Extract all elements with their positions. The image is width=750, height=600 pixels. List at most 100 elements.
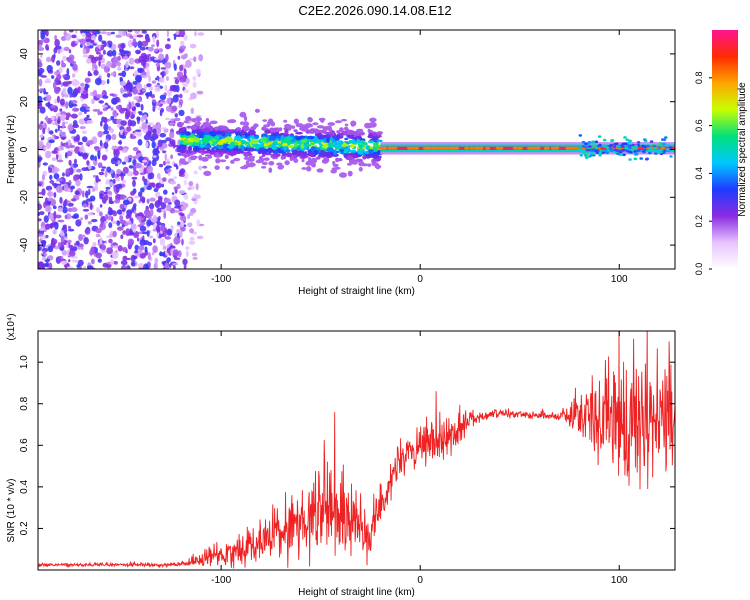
heatmap-noise-cell — [164, 61, 172, 69]
heatmap-noise-cell — [157, 139, 163, 148]
heatmap-noise-cell — [59, 196, 63, 204]
heatmap-signal-cell — [332, 160, 336, 165]
heatmap-signal-cell — [204, 122, 209, 129]
heatmap-signal-cell — [341, 118, 347, 122]
heatmap-signal-cell — [209, 120, 218, 125]
heatmap-signal-cell — [178, 127, 185, 132]
heatmap-signal-cell — [344, 123, 349, 127]
heatmap-signal-cell — [196, 132, 202, 136]
heatmap-band-spread — [612, 145, 617, 149]
heatmap-band-peak — [485, 146, 491, 150]
heatmap-band-spread — [665, 148, 670, 151]
heatmap-noise-cell — [90, 40, 95, 44]
heatmap-noise-cell — [189, 236, 195, 241]
heatmap-noise-cell — [123, 55, 129, 60]
heatmap-signal-cell — [286, 125, 294, 129]
heatmap-noise-cell — [188, 181, 194, 187]
heatmap-signal-cell — [371, 153, 380, 159]
heatmap-signal-cell — [298, 123, 304, 128]
heatmap-noise-cell — [50, 115, 56, 121]
heatmap-noise-cell — [38, 101, 43, 110]
heatmap-noise-cell — [38, 156, 42, 163]
heatmap-noise-cell — [133, 210, 137, 215]
heatmap-noise-cell — [180, 221, 185, 228]
heatmap-noise-cell — [76, 37, 80, 41]
heatmap-noise-cell — [145, 211, 151, 218]
heatmap-noise-cell — [148, 130, 152, 138]
heatmap-noise-cell — [59, 98, 65, 106]
heatmap-noise-cell — [119, 219, 127, 225]
heatmap-noise-cell — [110, 128, 114, 134]
heatmap-noise-cell — [38, 78, 43, 87]
heatmap-noise-cell — [64, 236, 68, 240]
heatmap-signal-cell — [190, 125, 197, 130]
heatmap-noise-cell — [38, 39, 43, 47]
heatmap-noise-cell — [57, 124, 60, 132]
heatmap-noise-cell — [169, 139, 176, 146]
heatmap-noise-cell — [122, 166, 129, 174]
heatmap-noise-cell — [70, 164, 74, 168]
heatmap-noise-cell — [131, 41, 139, 47]
heatmap-noise-cell — [165, 105, 172, 112]
heatmap-noise-cell — [118, 72, 125, 76]
heatmap-noise-cell — [175, 31, 180, 35]
line-yscale-label: (x10⁴) — [6, 313, 17, 340]
heatmap-noise-cell — [89, 203, 93, 211]
heatmap-noise-cell — [67, 202, 74, 207]
heatmap-band-spread — [649, 140, 654, 143]
heatmap-noise-cell — [96, 209, 101, 214]
heatmap-signal-cell — [318, 117, 326, 121]
heatmap-signal-cell — [282, 142, 288, 147]
heatmap-signal-cell — [217, 149, 224, 153]
heatmap-noise-cell — [190, 107, 194, 115]
heatmap-noise-cell — [71, 215, 79, 219]
heatmap-noise-cell — [134, 250, 139, 253]
heatmap-noise-cell — [47, 197, 54, 202]
heatmap-noise-cell — [79, 126, 86, 130]
heatmap-noise-cell — [122, 199, 130, 206]
heatmap-signal-cell — [307, 117, 313, 123]
heatmap-signal-cell — [373, 141, 377, 148]
heatmap-signal-cell — [293, 154, 298, 159]
heatmap-noise-cell — [119, 215, 124, 221]
heatmap-noise-cell — [74, 30, 78, 35]
heatmap-noise-cell — [63, 183, 69, 192]
heatmap-noise-cell — [49, 164, 53, 169]
heatmap-band-peak — [543, 146, 549, 150]
heatmap-noise-cell — [69, 144, 75, 149]
heatmap-noise-cell — [60, 141, 64, 148]
heatmap-noise-cell — [84, 83, 89, 90]
heatmap-noise-cell — [111, 251, 119, 259]
heatmap-signal-cell — [336, 134, 341, 140]
heatmap-noise-cell — [158, 53, 165, 61]
heatmap-noise-cell — [52, 221, 59, 226]
heatmap-signal-cell — [240, 166, 248, 170]
heatmap-signal-cell — [295, 131, 303, 135]
heatmap-noise-cell — [183, 68, 187, 76]
heatmap-band-peak — [378, 146, 384, 150]
heatmap-signal-cell — [201, 152, 205, 156]
heatmap-band-spread — [633, 146, 638, 149]
heatmap-band-spread — [593, 146, 598, 150]
heatmap-noise-cell — [127, 222, 132, 225]
heatmap-noise-cell — [41, 256, 47, 261]
heatmap-noise-cell — [94, 77, 102, 86]
heatmap-noise-cell — [91, 218, 98, 223]
heatmap-noise-cell — [159, 232, 164, 238]
heatmap-band-spread — [581, 140, 586, 144]
heatmap-noise-cell — [154, 84, 161, 88]
heatmap-noise-cell — [133, 170, 139, 176]
heatmap-noise-cell — [91, 258, 95, 265]
heatmap-signal-cell — [289, 156, 293, 161]
heatmap-band-spread — [657, 149, 662, 152]
heatmap-band-spread — [664, 136, 668, 139]
heatmap-noise-cell — [161, 183, 165, 188]
heatmap-signal-cell — [207, 138, 212, 141]
heatmap-noise-cell — [112, 211, 118, 217]
heatmap-noise-cell — [45, 150, 52, 159]
heatmap-signal-cell — [277, 165, 284, 170]
heatmap-band-peak — [469, 146, 475, 150]
heatmap-noise-cell — [140, 103, 144, 111]
heatmap-signal-cell — [313, 150, 319, 155]
heatmap-noise-cell — [129, 87, 132, 93]
